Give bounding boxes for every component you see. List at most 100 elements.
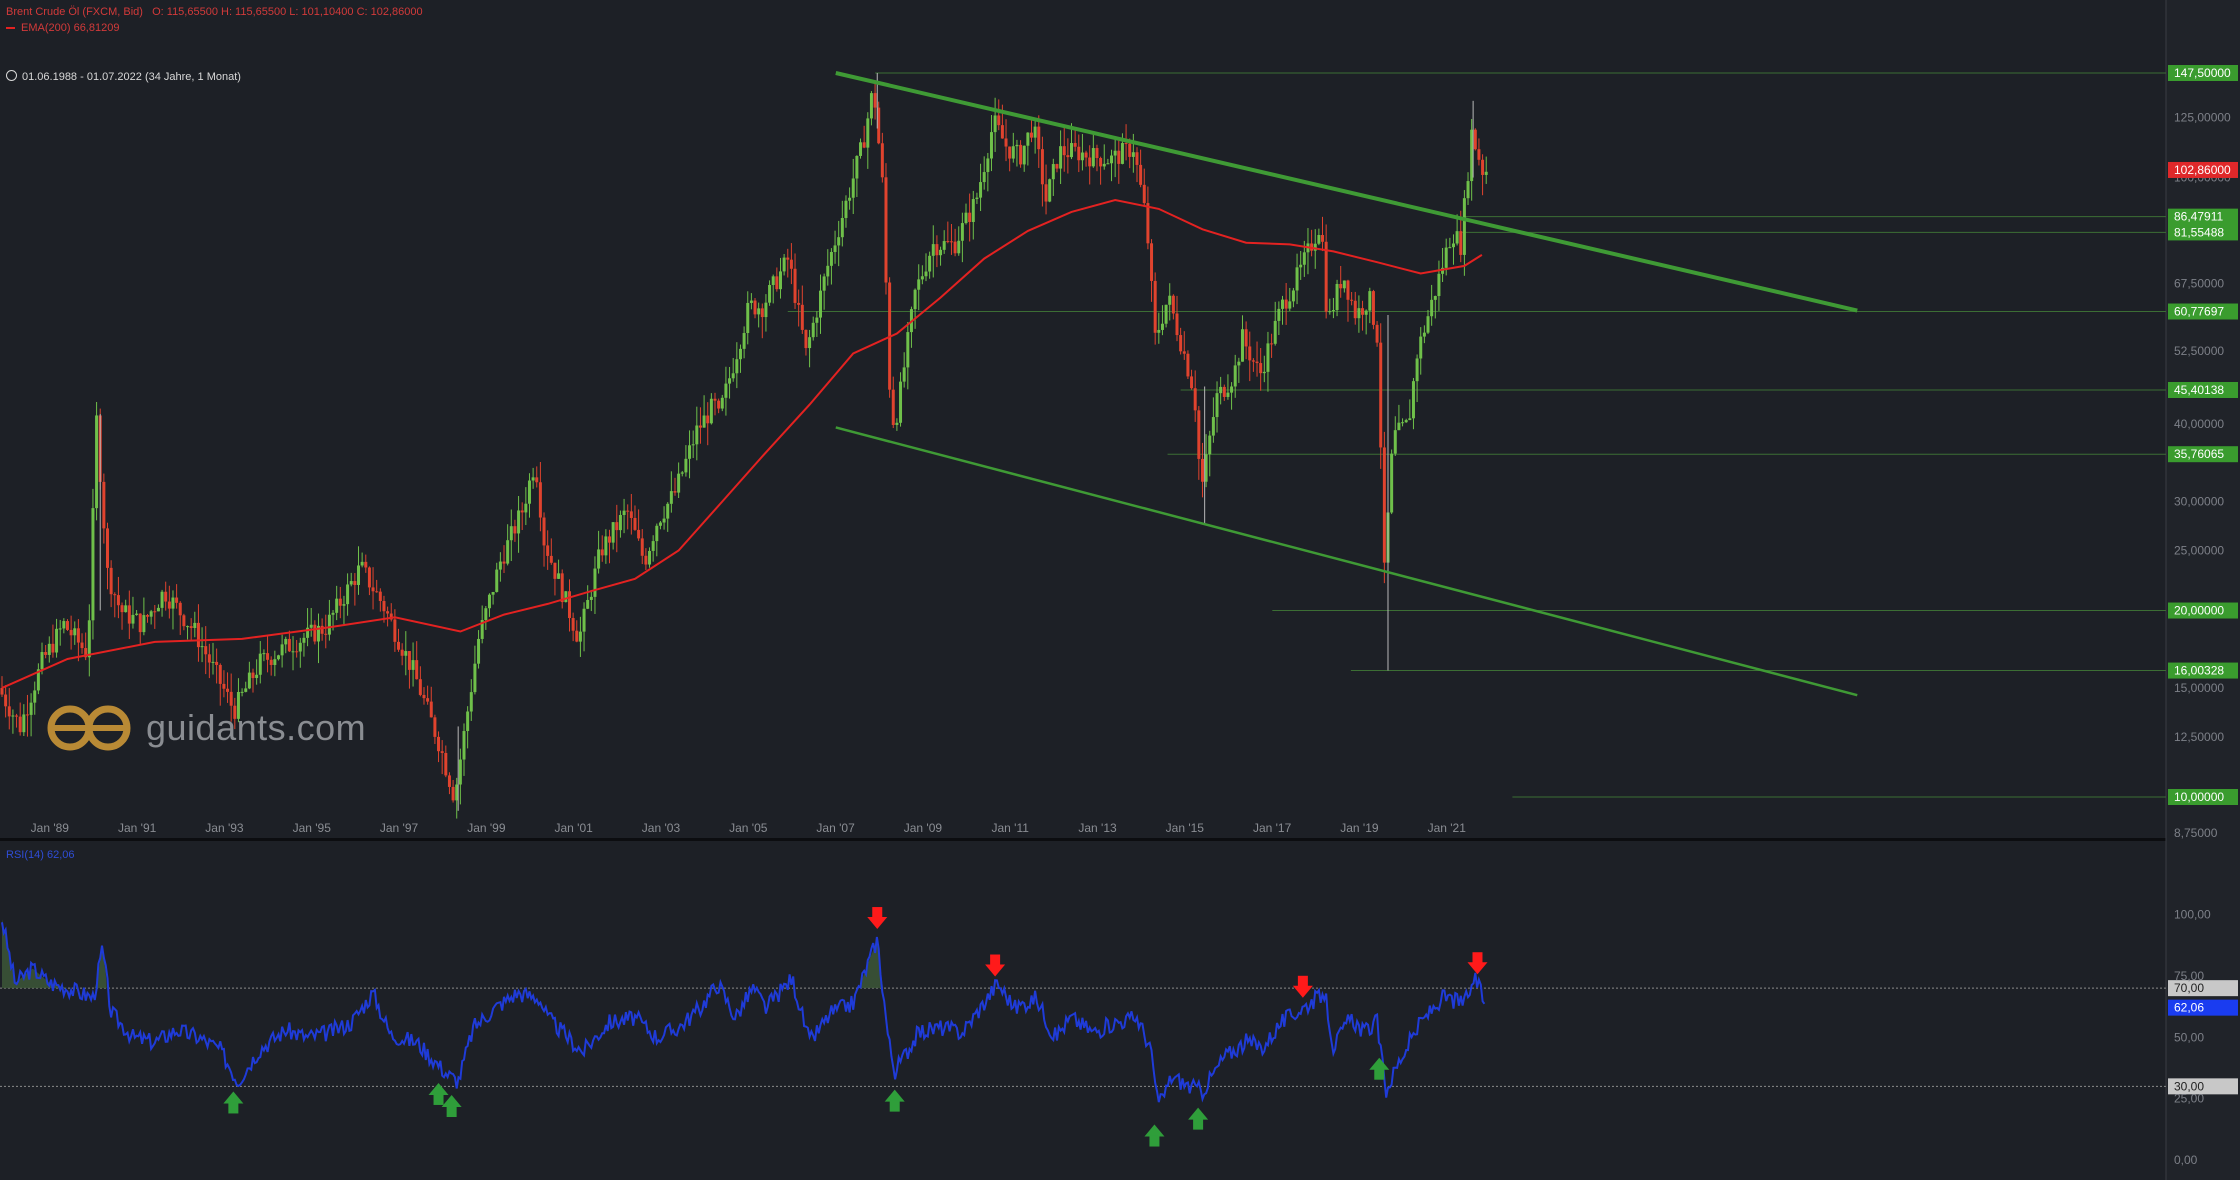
candle-body bbox=[149, 611, 153, 617]
candle-body bbox=[1244, 329, 1248, 347]
candle-body bbox=[109, 567, 113, 595]
candle-body bbox=[644, 555, 648, 565]
candle-body bbox=[1146, 203, 1150, 244]
candle-body bbox=[447, 775, 451, 787]
buy-arrow-icon bbox=[223, 1091, 244, 1114]
candle-body bbox=[1408, 418, 1412, 421]
candle-body bbox=[120, 605, 124, 613]
candle-body bbox=[1284, 299, 1288, 309]
candle-body bbox=[1062, 146, 1066, 156]
candle-body bbox=[1317, 235, 1321, 244]
candle-body bbox=[1339, 283, 1343, 289]
candle-body bbox=[1477, 149, 1481, 160]
buy-arrow-shaft bbox=[1149, 1135, 1160, 1147]
candle-body bbox=[1037, 126, 1041, 150]
sell-arrow-icon bbox=[1292, 975, 1313, 998]
candle-body bbox=[258, 653, 262, 675]
level-tag-label: 60,77697 bbox=[2174, 305, 2224, 319]
x-tick-label: Jan '95 bbox=[293, 821, 332, 835]
candle-body bbox=[1411, 381, 1415, 419]
rsi-value-label: 62,06 bbox=[2174, 1001, 2204, 1015]
candle-body bbox=[815, 317, 819, 323]
candle-body bbox=[1179, 335, 1183, 352]
sell-arrow-head bbox=[1467, 962, 1488, 975]
candle-body bbox=[382, 601, 386, 612]
candle-body bbox=[462, 731, 466, 760]
trendline bbox=[835, 71, 1858, 313]
candle-body bbox=[444, 752, 448, 776]
candle-body bbox=[1157, 329, 1161, 333]
candle-body bbox=[738, 348, 742, 360]
price-tick-label: 125,00000 bbox=[2174, 111, 2231, 125]
candle-body bbox=[1335, 283, 1339, 311]
candle-body bbox=[800, 304, 804, 330]
candle-body bbox=[633, 517, 637, 530]
level-tag bbox=[2168, 662, 2238, 679]
candle-body bbox=[1008, 146, 1012, 159]
candle-body bbox=[1397, 422, 1401, 431]
candle-body bbox=[899, 381, 903, 423]
candle-body bbox=[102, 481, 106, 529]
candle-body bbox=[324, 633, 328, 635]
candle-body bbox=[928, 255, 932, 272]
candle-body bbox=[397, 641, 401, 650]
rsi-panel bbox=[0, 841, 2166, 1180]
buy-arrow-icon bbox=[428, 1082, 449, 1105]
candle-body bbox=[1328, 311, 1332, 313]
candle-body bbox=[393, 619, 397, 642]
candle-body bbox=[575, 630, 579, 642]
candle-body bbox=[276, 655, 280, 660]
candle-body bbox=[15, 715, 19, 717]
candle-body bbox=[386, 611, 390, 614]
candle-body bbox=[80, 642, 84, 649]
candle-body bbox=[1059, 146, 1063, 169]
candle-body bbox=[189, 626, 193, 628]
candle-body bbox=[1462, 198, 1466, 255]
level-tag bbox=[2168, 303, 2238, 320]
candle-body bbox=[753, 300, 757, 315]
candle-body bbox=[426, 698, 430, 702]
buy-arrow-shaft bbox=[889, 1100, 900, 1112]
candle-body bbox=[1124, 143, 1128, 145]
candle-body bbox=[131, 614, 135, 624]
sell-arrow-shaft bbox=[990, 954, 1001, 966]
candle-body bbox=[153, 611, 157, 613]
candle-body bbox=[1080, 152, 1084, 161]
sell-arrow-shaft bbox=[1297, 975, 1308, 987]
candle-body bbox=[688, 445, 692, 459]
x-tick-label: Jan '13 bbox=[1078, 821, 1117, 835]
buy-arrow-icon bbox=[1144, 1124, 1165, 1147]
candle-body bbox=[702, 415, 706, 428]
candle-body bbox=[1073, 143, 1077, 147]
candle-body bbox=[618, 515, 622, 531]
candle-body bbox=[1186, 353, 1190, 377]
candle-body bbox=[124, 605, 128, 613]
price-panel bbox=[0, 0, 2166, 838]
rsi-tick-label: 50,00 bbox=[2174, 1030, 2204, 1044]
level-tag-label: 147,50000 bbox=[2174, 66, 2231, 80]
candle-body bbox=[313, 624, 317, 642]
candle-body bbox=[1128, 143, 1132, 157]
candle-body bbox=[1088, 157, 1092, 167]
candle-body bbox=[1226, 392, 1230, 397]
candle-body bbox=[859, 142, 863, 156]
buy-arrow-head bbox=[223, 1091, 244, 1104]
candle-body bbox=[720, 397, 724, 409]
candle-body bbox=[535, 477, 539, 483]
price-tick-label: 25,00000 bbox=[2174, 543, 2224, 557]
candle-body bbox=[804, 329, 808, 349]
candle-body bbox=[142, 615, 146, 633]
candle-body bbox=[4, 694, 8, 707]
candle-body bbox=[873, 93, 877, 108]
candle-body bbox=[295, 651, 299, 653]
candle-body bbox=[1219, 386, 1223, 394]
candle-body bbox=[1000, 125, 1004, 139]
candle-body bbox=[571, 618, 575, 631]
candle-body bbox=[200, 646, 204, 648]
candle-body bbox=[1273, 320, 1277, 344]
candle-body bbox=[982, 172, 986, 183]
price-tick-label: 67,50000 bbox=[2174, 276, 2224, 290]
candle-body bbox=[880, 143, 884, 178]
candle-body bbox=[33, 690, 37, 703]
